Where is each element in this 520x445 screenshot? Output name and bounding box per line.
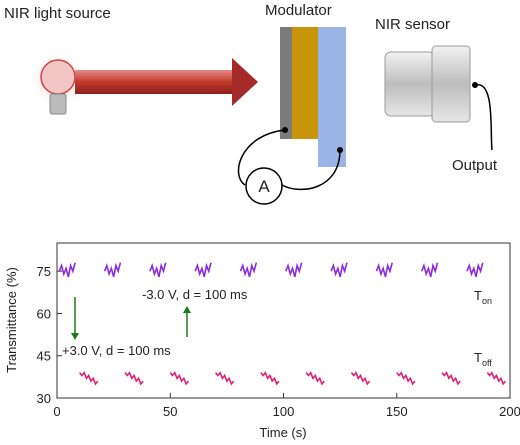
- beam: [75, 70, 235, 94]
- sensor: [431, 45, 471, 123]
- state-sub: on: [482, 296, 492, 306]
- node: [337, 147, 343, 153]
- node: [472, 82, 478, 88]
- beam-head: [232, 58, 258, 106]
- bulb-base: [49, 93, 67, 115]
- output-label: Output: [452, 157, 498, 174]
- x-tick-label: 150: [386, 404, 408, 419]
- bulb: [40, 59, 76, 95]
- source-label: NIR light source: [4, 5, 111, 22]
- y-tick-label: 75: [37, 264, 51, 279]
- state-main: T: [474, 288, 482, 303]
- sensor: [384, 51, 436, 117]
- wire: [474, 84, 493, 151]
- x-axis-label: Time (s): [259, 425, 306, 440]
- plot-frame: [56, 242, 511, 399]
- y-axis-label: Transmittance (%): [4, 267, 19, 373]
- electrode: [280, 27, 292, 139]
- state-sub: off: [482, 358, 492, 368]
- x-tick-label: 0: [53, 404, 60, 419]
- wire: [237, 129, 341, 191]
- modulator-label: Modulator: [265, 2, 332, 19]
- x-tick-label: 100: [273, 404, 295, 419]
- ammeter-label: A: [258, 177, 270, 196]
- y-tick-label: 60: [37, 306, 51, 321]
- data-line: [79, 371, 507, 386]
- state-label: Ton: [474, 288, 492, 306]
- data-line: [58, 262, 484, 278]
- node: [282, 127, 288, 133]
- state-main: T: [474, 350, 482, 365]
- state-label: Toff: [474, 350, 492, 368]
- annotation: +3.0 V, d = 100 ms: [62, 343, 171, 358]
- arrow-head: [183, 306, 191, 313]
- ammeter: [245, 167, 283, 205]
- annotation: -3.0 V, d = 100 ms: [142, 287, 248, 302]
- x-tick-label: 200: [499, 404, 520, 419]
- layer: [292, 27, 318, 139]
- y-tick-label: 30: [37, 391, 51, 406]
- x-tick-label: 50: [163, 404, 177, 419]
- sensor-label: NIR sensor: [375, 16, 450, 33]
- arrow-head: [71, 333, 79, 340]
- layer: [318, 27, 346, 167]
- y-tick-label: 45: [37, 349, 51, 364]
